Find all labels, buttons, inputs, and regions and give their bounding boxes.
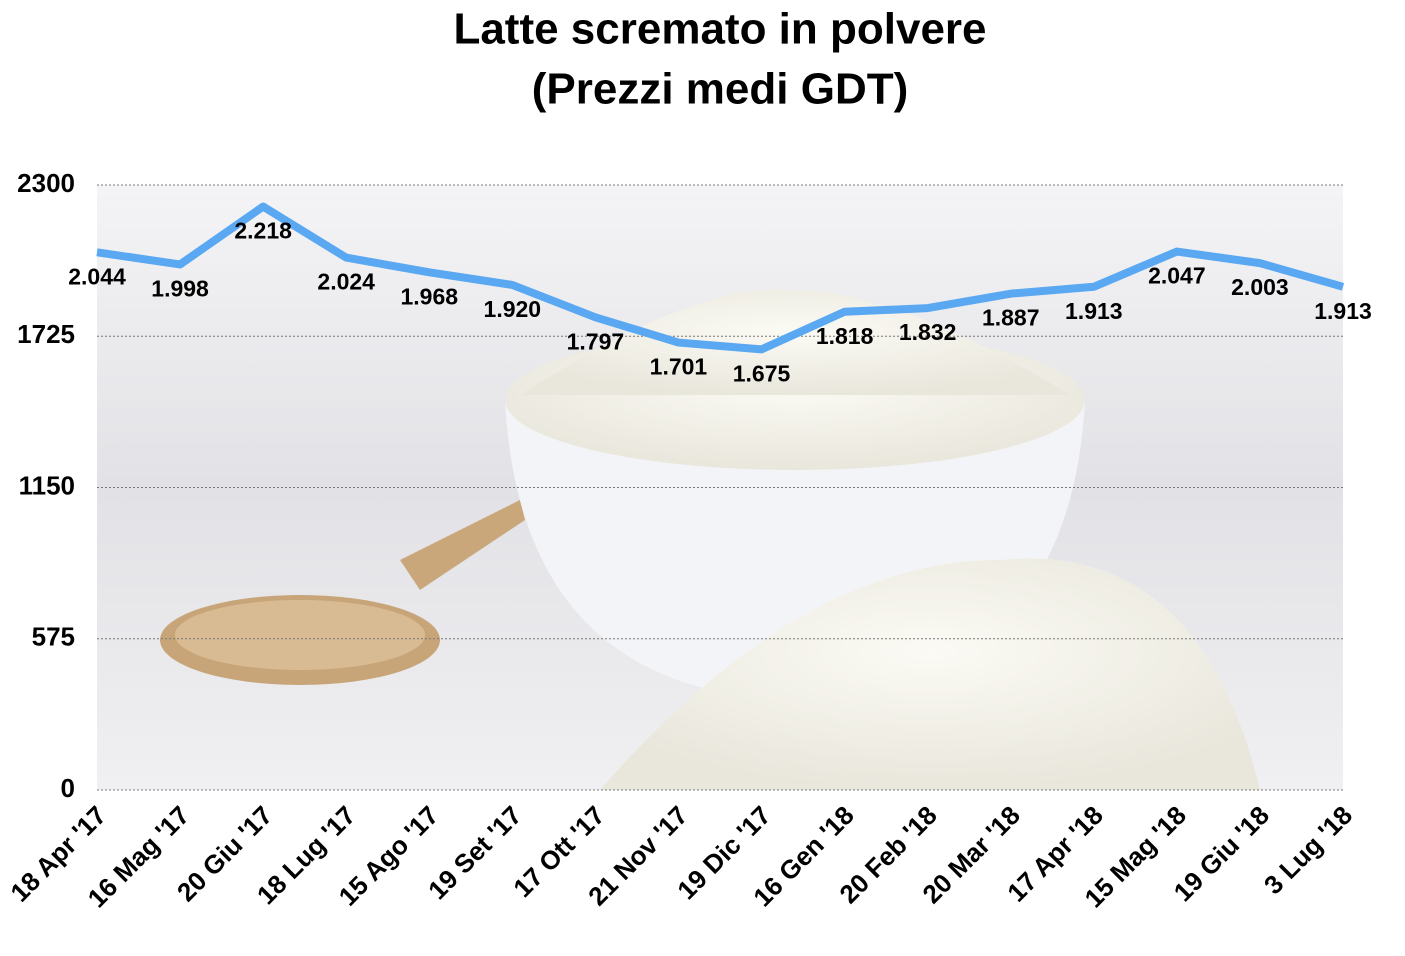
chart-title: Latte scremato in polvere: [453, 5, 986, 54]
background-photo: [97, 185, 1343, 790]
data-label: 2.024: [317, 269, 375, 295]
data-label: 1.832: [899, 319, 957, 345]
y-tick-label: 1725: [17, 319, 75, 349]
x-tick-label: 3 Lug '18: [1258, 800, 1358, 900]
data-label: 1.968: [400, 283, 458, 309]
data-label: 1.998: [151, 276, 209, 302]
y-tick-label: 575: [32, 622, 75, 652]
line-series: [96, 202, 1345, 354]
data-label: 1.675: [733, 360, 791, 386]
data-label: 1.797: [567, 328, 625, 354]
chart-subtitle: (Prezzi medi GDT): [532, 65, 909, 114]
data-label: 2.047: [1148, 263, 1206, 289]
y-tick-label: 2300: [17, 168, 75, 198]
data-label: 1.701: [650, 354, 708, 380]
data-label: 2.044: [68, 263, 126, 289]
data-label: 1.913: [1065, 298, 1123, 324]
y-tick-label: 1150: [19, 470, 75, 500]
y-tick-label: 0: [61, 773, 75, 803]
data-label: 1.887: [982, 305, 1040, 331]
data-label: 1.818: [816, 323, 874, 349]
data-label: 1.920: [484, 296, 542, 322]
data-label: 2.003: [1231, 274, 1289, 300]
data-label: 2.218: [234, 218, 292, 244]
data-label: 1.913: [1314, 298, 1372, 324]
